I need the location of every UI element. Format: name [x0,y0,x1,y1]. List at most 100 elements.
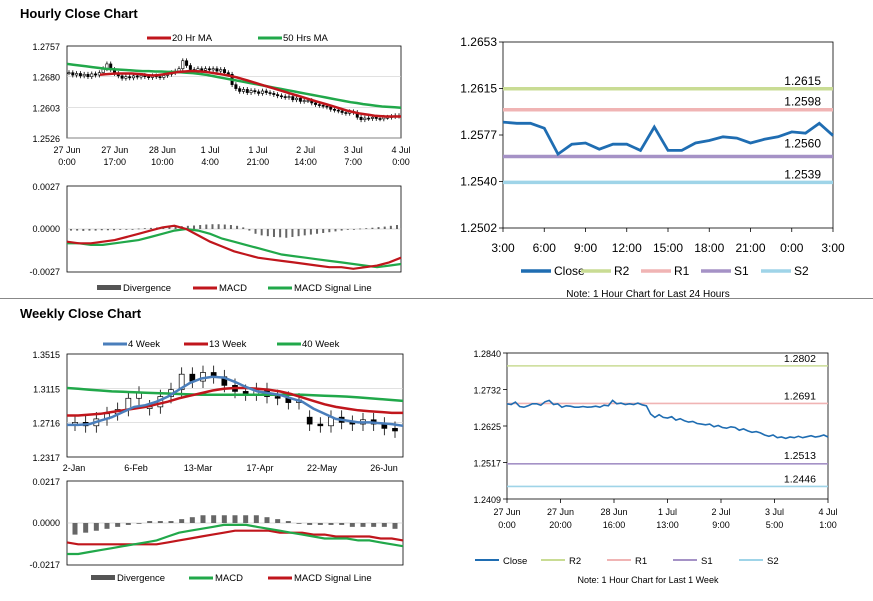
x-tick-label: 1 Jul 13:00 [656,507,679,530]
candle-body [223,69,227,73]
series-line-macd-signal [67,227,402,269]
legend-label-ma13: 13 Week [209,339,247,350]
divergence-bar [174,226,177,229]
x-tick-label: 17-Apr [246,463,273,473]
y-tick-label: 0.0217 [32,477,60,487]
divergence-bar [200,515,206,523]
series-line-close [506,399,829,440]
x-tick-label: 2 Jul 14:00 [294,145,317,167]
candle-body [314,102,318,105]
x-tick-label: 1 Jul 4:00 [201,145,220,167]
x-tick-label: 2 Jul 9:00 [711,507,730,530]
divergence-bar [168,226,171,229]
candle-body [302,100,306,102]
candle-body [178,373,185,391]
candle-body [257,91,261,94]
legend-label-s2: S2 [794,264,809,278]
chart-note: Note: 1 Hour Chart for Last 1 Week [578,575,719,585]
legend-label-signal: MACD Signal Line [294,283,372,294]
candle-body [78,73,82,77]
divergence-bar [328,229,331,233]
legend-label-ma50: 50 Hrs MA [283,33,329,44]
divergence-bar [193,225,196,229]
level-label-s1: 1.2560 [784,137,821,151]
candle-body [317,104,321,106]
x-tick-label: 3:00 [491,241,515,255]
x-tick-label: 22-May [307,463,338,473]
divergence-bar [266,229,269,237]
x-tick-label: 0:00 [780,241,804,255]
series-line-ma13 [67,386,403,417]
y-tick-label: 0.0000 [32,518,60,528]
divergence-bar [199,225,202,229]
x-tick-label: 27 Jun 0:00 [493,507,520,530]
legend-label-s1: S1 [734,264,749,278]
divergence-bar [248,229,251,231]
divergence-bar [157,521,163,523]
y-tick-label: 1.2625 [473,422,501,432]
series-line-close [502,120,834,157]
divergence-bar [352,229,355,230]
divergence-bar [254,229,257,234]
candle-body [298,97,302,102]
divergence-bar [317,523,323,525]
divergence-bar [291,229,294,237]
candle-body [75,73,79,76]
divergence-bar [285,521,291,523]
divergence-bar [389,225,392,229]
divergence-bar [232,515,238,523]
weekly-macd-chart: 0.0217 0.0000 -0.0217 Divergence MACD MA… [29,477,404,584]
candle-body [287,96,291,98]
divergence-bar [371,227,374,229]
candle-body [185,60,189,66]
series-line-macd [67,523,404,556]
divergence-bar [371,523,377,527]
divergence-bar [125,523,131,525]
candle-body [181,60,185,70]
candle-body [139,75,143,78]
candle-body [215,68,219,72]
legend-label-r1: R1 [635,556,647,567]
candle-body [317,423,324,427]
series-line-macd-signal [66,529,404,546]
divergence-bar [76,229,79,231]
level-label-r1: 1.2598 [784,95,821,109]
weekly-pivot-chart: 1.2840 1.2732 1.2625 1.2517 1.2409 27 Jun 0:0… [473,349,837,585]
divergence-bar [88,229,91,231]
y-tick-label: 1.2732 [473,386,501,396]
candle-body [283,96,287,98]
y-tick-label: 1.2409 [473,495,501,505]
divergence-bar [186,225,189,229]
legend-label-macd: MACD [219,283,247,294]
divergence-bar [236,225,239,229]
weekly-price-chart: 4 Week 13 Week 40 Week 1.3515 1.3115 1.2… [32,339,404,473]
level-label-s2: 1.2539 [784,167,821,181]
divergence-bar [275,519,281,523]
divergence-bar [309,229,312,235]
divergence-bar [137,228,140,230]
candle-body [253,90,257,93]
level-label-r1: 1.2691 [784,390,816,402]
candle-body [392,428,398,432]
y-tick-label: 1.2840 [473,349,501,359]
y-tick-label: 1.2615 [460,82,497,96]
x-tick-label: 4 Jul 0:00 [391,145,410,167]
candle-body [291,96,295,101]
legend-label-s1: S1 [701,556,713,567]
divergence-bar [149,227,152,229]
hourly-price-plot-area [66,45,402,139]
level-label-r2: 1.2615 [784,74,821,88]
divergence-bar [100,229,103,231]
candle-body [94,73,98,76]
candle-body [295,97,299,101]
candle-body [188,65,192,70]
divergence-bar [94,229,97,231]
x-tick-label: 18:00 [694,241,724,255]
candle-body [82,73,86,77]
candle-body [207,68,211,71]
level-label-r2: 1.2802 [784,353,816,365]
divergence-bar [211,224,214,229]
legend-label-r1: R1 [674,264,690,278]
candle-body [274,396,281,399]
